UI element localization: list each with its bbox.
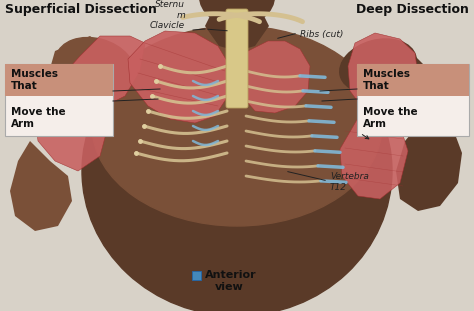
Polygon shape	[240, 41, 310, 113]
Polygon shape	[45, 36, 125, 126]
Ellipse shape	[82, 26, 392, 311]
Polygon shape	[35, 91, 108, 171]
Ellipse shape	[200, 0, 274, 26]
Polygon shape	[340, 111, 408, 199]
FancyBboxPatch shape	[357, 64, 469, 96]
Text: Vertebra
T12: Vertebra T12	[330, 172, 369, 192]
Polygon shape	[62, 36, 145, 106]
FancyBboxPatch shape	[5, 64, 113, 96]
Ellipse shape	[340, 39, 416, 93]
Text: Muscles
That: Muscles That	[11, 69, 58, 91]
FancyBboxPatch shape	[192, 271, 201, 280]
FancyBboxPatch shape	[357, 64, 469, 136]
FancyBboxPatch shape	[5, 64, 113, 136]
Text: Muscles
That: Muscles That	[363, 69, 410, 91]
Text: Ribs (cut): Ribs (cut)	[300, 30, 343, 39]
Text: Sternu
m
Clavicle: Sternu m Clavicle	[150, 0, 185, 30]
Polygon shape	[355, 51, 435, 136]
Text: Superficial Dissection: Superficial Dissection	[5, 3, 157, 16]
Polygon shape	[128, 31, 230, 123]
Ellipse shape	[92, 26, 382, 226]
Polygon shape	[10, 141, 72, 231]
Text: view: view	[215, 282, 244, 292]
Text: Move the
Arm: Move the Arm	[363, 107, 418, 129]
Text: Deep Dissection: Deep Dissection	[356, 3, 469, 16]
Polygon shape	[205, 0, 269, 51]
Ellipse shape	[56, 38, 134, 95]
FancyBboxPatch shape	[226, 9, 248, 108]
Polygon shape	[348, 33, 418, 113]
Polygon shape	[396, 111, 462, 211]
Text: Anterior: Anterior	[205, 270, 256, 280]
Text: Move the
Arm: Move the Arm	[11, 107, 65, 129]
